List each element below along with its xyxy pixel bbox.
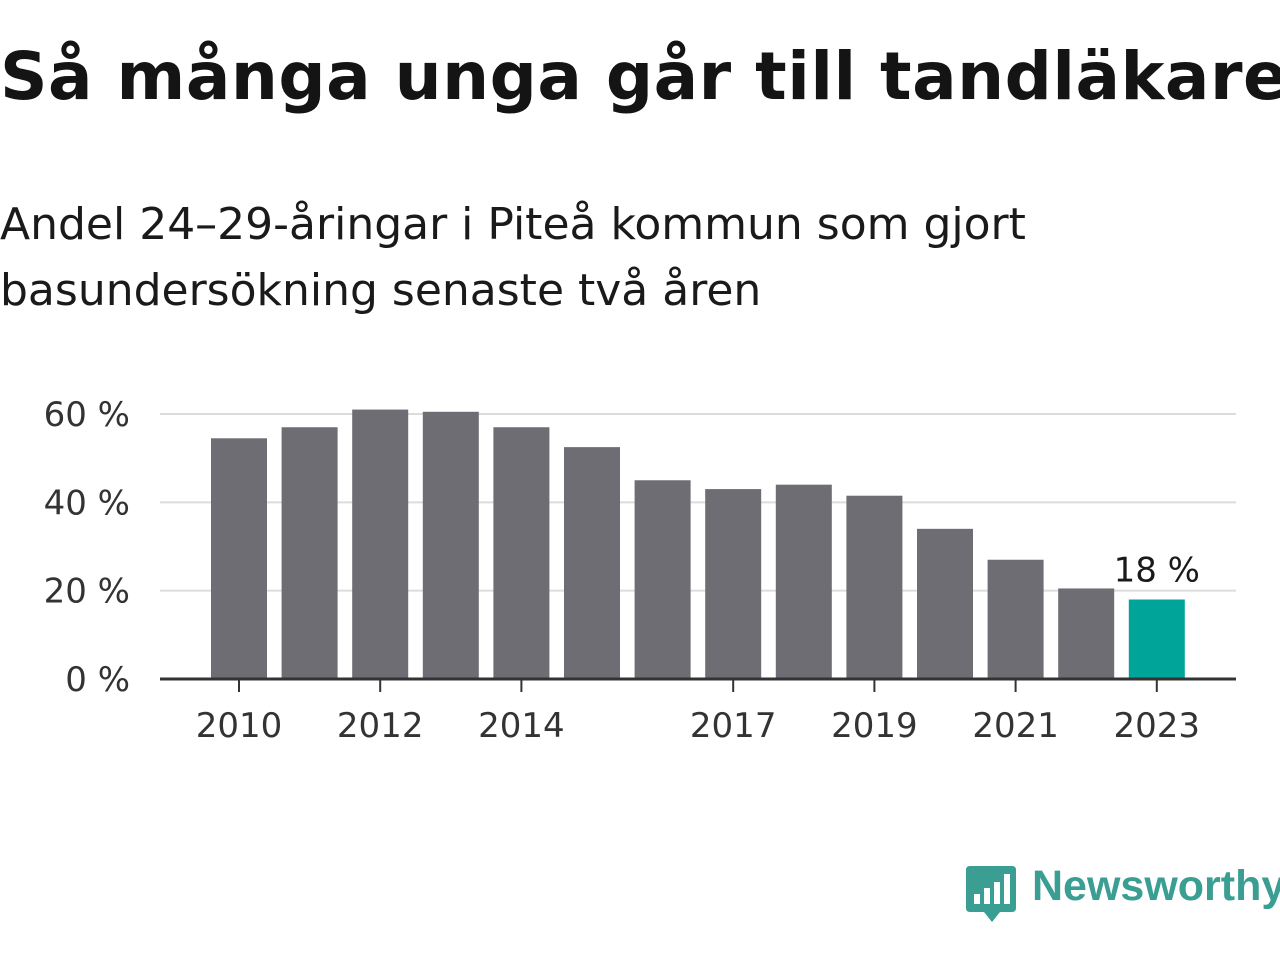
bar-2011 <box>281 427 338 679</box>
y-tick-label: 20 % <box>44 572 130 612</box>
bar-2016 <box>634 480 691 679</box>
x-tick-label: 2017 <box>690 706 777 746</box>
data-label-2023: 18 % <box>1114 551 1200 591</box>
x-tick-label: 2014 <box>478 706 565 746</box>
brand-name: Newsworthy <box>1032 862 1280 910</box>
bar-2018 <box>775 484 832 679</box>
chart-title: Så många unga går till tandläkaren <box>0 38 1280 115</box>
bar-2014 <box>493 427 550 679</box>
bar-2021 <box>987 559 1044 679</box>
y-axis-ticks: 0 % 20 % 40 % 60 % <box>44 395 130 700</box>
y-tick-label: 0 % <box>65 660 130 700</box>
bar-2013 <box>422 411 479 679</box>
bar-2023 <box>1128 599 1185 679</box>
bar-2017 <box>705 489 762 679</box>
chart-subtitle: Andel 24–29-åringar i Piteå kommun som g… <box>0 199 1026 316</box>
x-tick-label: 2019 <box>831 706 918 746</box>
bar-2010 <box>211 438 267 679</box>
bar-2015 <box>564 447 620 679</box>
bar-2019 <box>846 495 903 679</box>
x-tick-label: 2023 <box>1114 706 1201 746</box>
bars <box>211 409 1185 679</box>
x-tick-label: 2012 <box>337 706 424 746</box>
y-tick-label: 60 % <box>44 395 130 435</box>
bar-2020 <box>917 528 973 679</box>
grid-lines <box>160 413 1236 592</box>
data-labels: 18 % <box>1114 551 1200 591</box>
newsworthy-logo-icon <box>966 866 1016 922</box>
x-axis: 2010 2012 2014 2017 2019 2021 2023 <box>160 677 1236 746</box>
bar-2022 <box>1058 588 1115 679</box>
bar-2012 <box>352 409 409 679</box>
newsworthy-logo: Newsworthy <box>964 862 1280 926</box>
y-tick-label: 40 % <box>44 483 130 523</box>
x-tick-label: 2010 <box>196 706 283 746</box>
x-tick-label: 2021 <box>972 706 1059 746</box>
